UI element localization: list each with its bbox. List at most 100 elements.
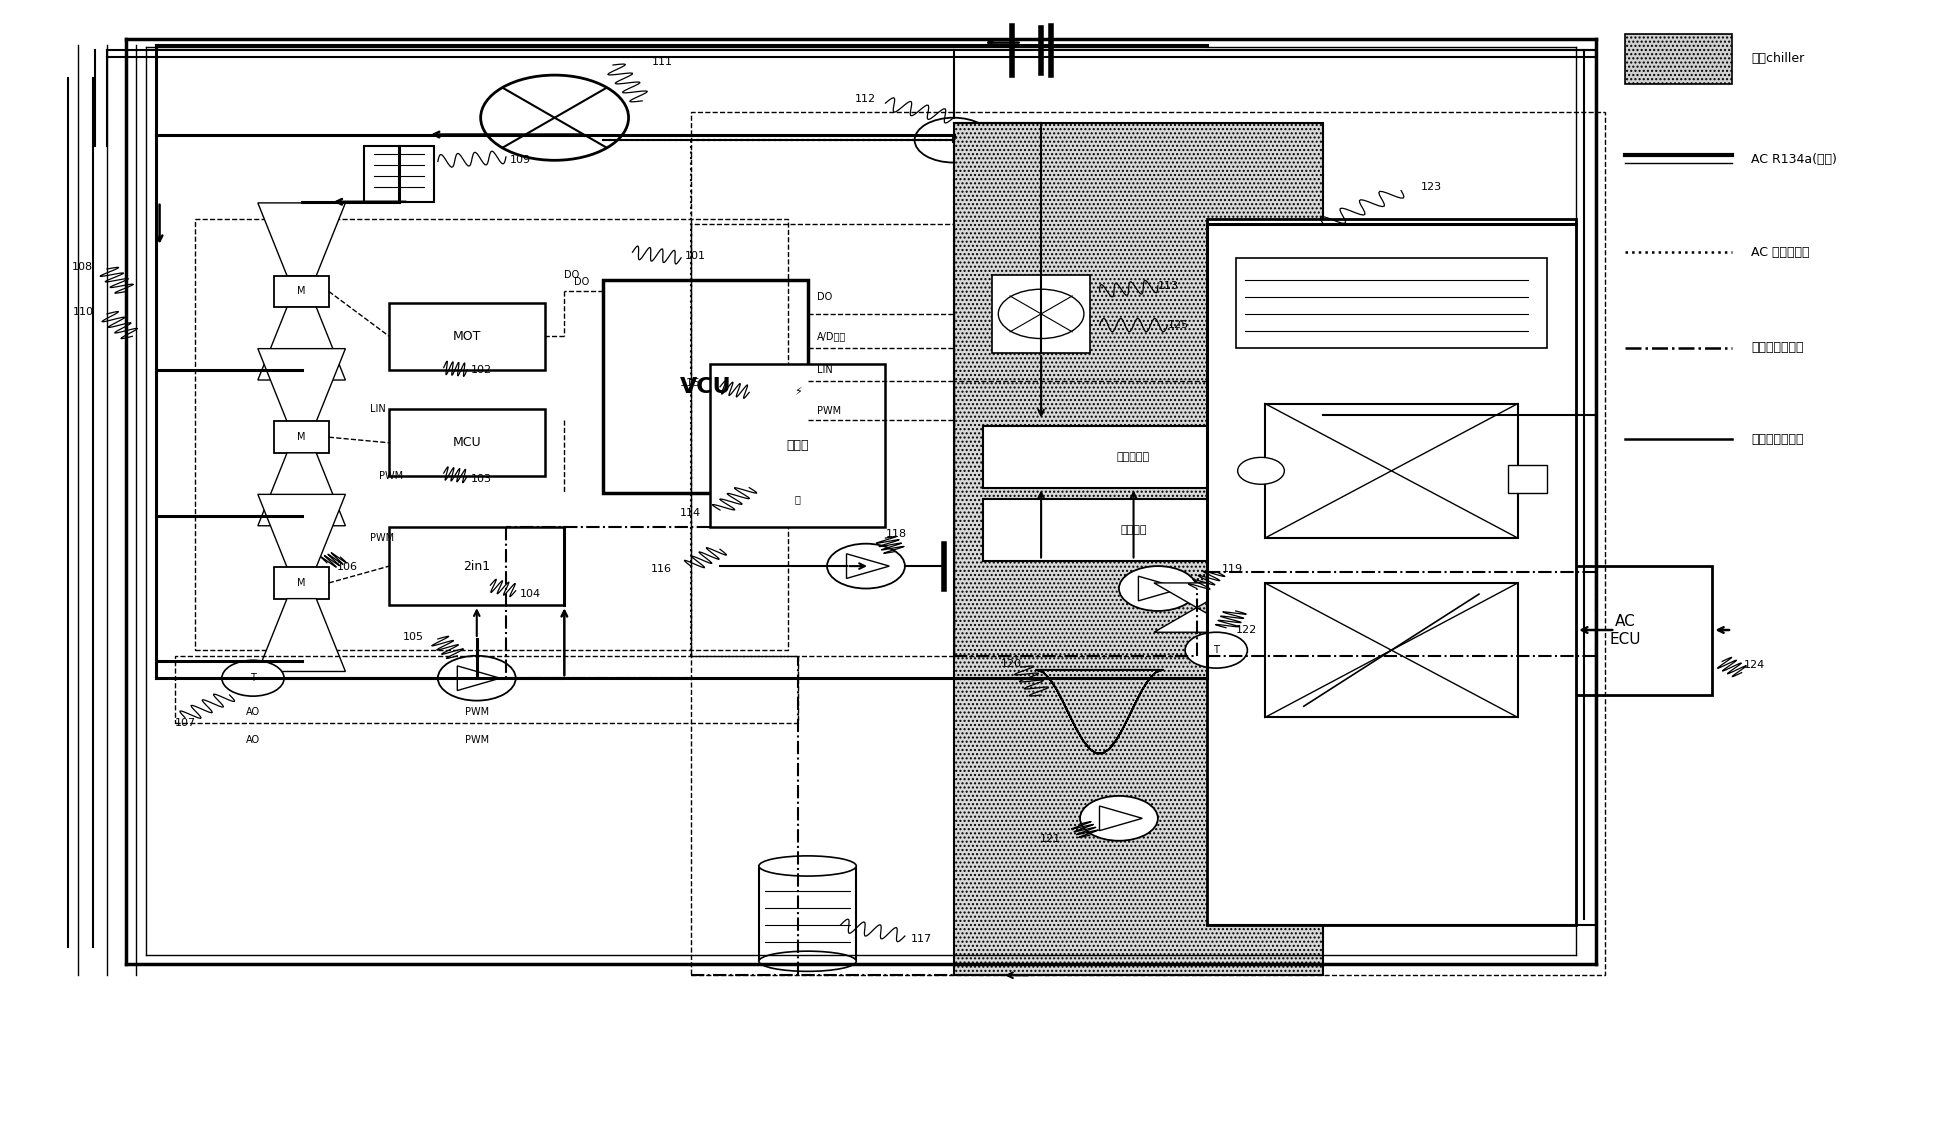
Text: PWM: PWM [379,472,403,481]
Polygon shape [257,494,346,567]
Text: PWM: PWM [817,407,841,416]
Circle shape [1119,566,1197,611]
Text: DO: DO [574,278,590,287]
Polygon shape [1154,608,1240,632]
Text: T: T [249,674,257,683]
Bar [983,499,1284,560]
Bar [274,421,329,453]
Circle shape [481,75,629,160]
Bar [691,112,1605,975]
Text: PWM: PWM [370,534,393,543]
Text: VCU: VCU [679,377,732,397]
Bar [759,865,856,962]
Bar [954,123,1323,975]
Bar [992,275,1090,353]
Text: MCU: MCU [453,436,481,450]
Bar [954,381,1333,656]
Text: PWM: PWM [465,707,488,716]
Text: 110: 110 [72,307,93,316]
Polygon shape [257,203,346,276]
Text: 电池冷却器: 电池冷却器 [1117,452,1150,462]
Text: 125: 125 [1168,321,1189,330]
Text: DO: DO [564,270,580,279]
Text: 2in1: 2in1 [463,559,490,573]
Text: 109: 109 [510,156,531,165]
Text: 集成chiller: 集成chiller [1751,52,1804,65]
Text: 124: 124 [1744,660,1765,669]
Text: MOT: MOT [453,330,481,343]
Text: P: P [950,136,957,145]
Text: ⚡: ⚡ [794,388,802,397]
Bar [1537,566,1712,695]
Text: 111: 111 [652,57,673,66]
Circle shape [1080,796,1158,841]
Bar [710,364,885,527]
Bar [389,303,545,370]
Text: AO: AO [245,735,261,744]
Text: 🔒: 🔒 [794,494,802,503]
Text: 103: 103 [471,474,492,483]
Text: 116: 116 [650,565,671,574]
Text: 120: 120 [1000,659,1022,668]
Circle shape [222,660,284,696]
Text: 102: 102 [471,365,492,374]
Bar [1265,404,1518,538]
Text: 119: 119 [1222,565,1243,574]
Text: 113: 113 [1158,281,1179,290]
Bar [983,426,1284,488]
Bar [274,276,329,307]
Circle shape [915,118,992,163]
Text: PWM: PWM [465,735,488,744]
Circle shape [1238,457,1284,484]
Text: T: T [1212,646,1220,655]
Text: 123: 123 [1421,183,1442,192]
Text: A/D采样: A/D采样 [817,332,847,341]
Text: 电池包: 电池包 [786,439,810,452]
Polygon shape [257,307,346,380]
Circle shape [998,289,1084,339]
Text: 电驱冷却液回路: 电驱冷却液回路 [1751,433,1804,446]
Bar [175,656,798,723]
Bar [195,219,788,650]
Bar [1625,34,1732,84]
Text: 118: 118 [885,529,907,538]
Bar [1207,219,1576,925]
Text: 122: 122 [1236,626,1257,634]
Text: 104: 104 [520,590,541,599]
Circle shape [1185,632,1247,668]
Text: 101: 101 [685,251,706,260]
Text: 106: 106 [337,563,358,572]
Polygon shape [257,453,346,526]
Text: M: M [298,433,306,442]
Ellipse shape [759,951,856,971]
Text: 121: 121 [1039,834,1061,843]
Text: AO: AO [245,707,261,716]
Text: M: M [298,578,306,587]
Text: AC R134a(冷媒): AC R134a(冷媒) [1751,152,1837,166]
Text: 112: 112 [854,94,876,103]
Text: AC
ECU: AC ECU [1609,614,1640,647]
Bar [389,409,545,476]
Text: 电池冷却液回路: 电池冷却液回路 [1751,341,1804,354]
Circle shape [827,544,905,589]
Ellipse shape [759,856,856,877]
Bar [1508,465,1547,493]
Text: DO: DO [817,293,833,302]
Text: 115: 115 [679,379,701,388]
Polygon shape [1154,583,1240,608]
Text: AC 冷却液回路: AC 冷却液回路 [1751,245,1810,259]
Bar [603,280,808,493]
Text: 108: 108 [72,262,93,271]
Bar [691,224,954,656]
Polygon shape [257,599,346,671]
Text: M: M [298,287,306,296]
Bar [274,567,329,599]
Text: 114: 114 [679,509,701,518]
Text: LIN: LIN [370,405,385,414]
Text: 117: 117 [911,935,932,944]
Bar [389,527,564,605]
Text: 热交换器: 热交换器 [1121,525,1146,535]
Text: LIN: LIN [817,365,833,374]
Bar [364,146,434,202]
Text: 107: 107 [175,719,197,728]
